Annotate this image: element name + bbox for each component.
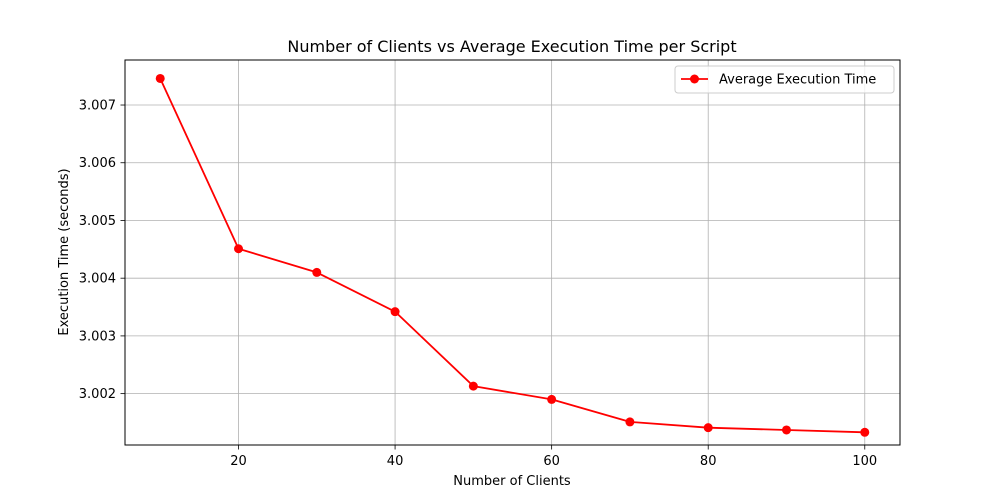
axes [124,59,901,446]
data-point [781,425,791,435]
legend-box [674,65,895,94]
data-point [390,307,400,317]
y-tick-label: 3.006 [79,156,116,171]
x-tick-label: 60 [543,454,560,469]
series-line [159,78,865,434]
data-point [234,244,244,254]
x-tick-label: 20 [230,454,247,469]
data-point [312,267,322,277]
chart-title: Number of Clients vs Average Execution T… [287,37,736,56]
data-point [860,427,870,437]
y-tick-label: 3.002 [79,387,116,402]
x-axis-ticks: 20 40 60 80 100 [230,445,877,469]
legend-marker-swatch [690,74,699,84]
series-layer [155,73,870,437]
y-tick-label: 3.003 [79,329,116,344]
data-point [468,381,478,391]
data-point [625,417,635,427]
legend-label: Average Execution Time [719,73,876,88]
data-point [155,73,165,83]
y-axis-ticks: 3.002 3.003 3.004 3.005 3.006 3.007 [79,99,125,402]
grid-lines [125,60,900,445]
x-axis-label: Number of Clients [453,474,571,489]
x-tick-label: 40 [387,454,404,469]
x-tick-label: 100 [852,454,877,469]
plot-frame [124,59,901,446]
data-point [703,423,713,433]
y-axis-label: Execution Time (seconds) [57,168,72,335]
y-tick-label: 3.005 [79,214,116,229]
y-tick-label: 3.007 [79,99,116,114]
legend: Average Execution Time [674,65,895,94]
y-tick-label: 3.004 [79,272,116,287]
x-tick-label: 80 [700,454,717,469]
data-point [547,394,557,404]
